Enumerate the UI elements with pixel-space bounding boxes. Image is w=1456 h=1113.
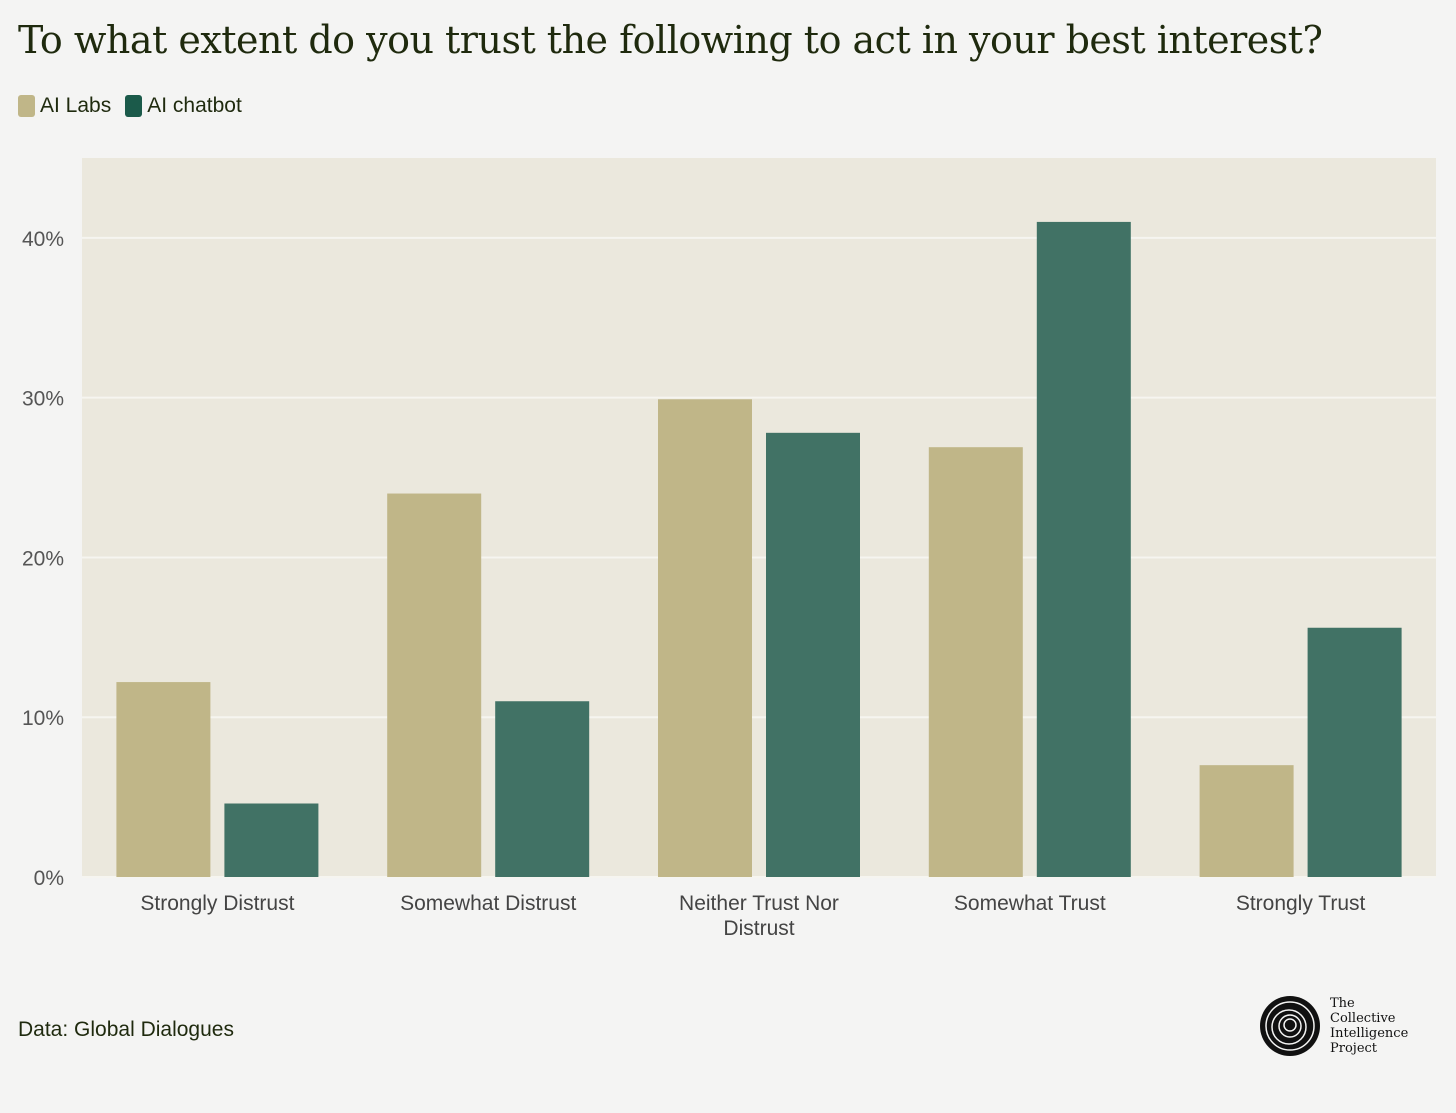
brand-name: The Collective Intelligence Project: [1330, 996, 1408, 1056]
brand-line-2: Collective: [1330, 1011, 1396, 1026]
plot-area: [82, 158, 1436, 877]
x-tick-label: Somewhat Trust: [954, 892, 1106, 915]
legend-label-ai-chatbot: AI chatbot: [147, 94, 242, 117]
bar-ai-chatbot: [766, 432, 860, 877]
brand-line-1: The: [1330, 996, 1355, 1011]
x-tick-label-line: Strongly Distrust: [140, 892, 294, 915]
x-tick-label-line: Strongly Trust: [1236, 892, 1366, 915]
y-tick-label: 20%: [22, 547, 64, 570]
brand-line-4: Project: [1330, 1041, 1378, 1056]
legend-swatch-ai-labs: [18, 95, 35, 117]
bar-ai-chatbot: [1307, 627, 1402, 877]
x-tick-label-line: Somewhat Trust: [954, 892, 1106, 915]
x-tick-label: Strongly Trust: [1236, 892, 1366, 915]
legend: AI Labs AI chatbot: [18, 94, 242, 118]
y-tick-label: 30%: [22, 388, 64, 411]
bar-ai-chatbot: [495, 701, 590, 877]
bar-ai-labs: [116, 682, 211, 877]
legend-swatch-ai-chatbot: [125, 95, 143, 117]
bar-ai-labs: [658, 399, 752, 877]
brand-line-3: Intelligence: [1330, 1026, 1409, 1041]
x-tick-label-line: Neither Trust Nor: [679, 892, 839, 915]
bar-ai-chatbot: [224, 803, 319, 877]
legend-item-ai-labs: AI Labs: [18, 94, 111, 118]
data-source-note: Data: Global Dialogues: [18, 1018, 234, 1041]
bar-ai-labs: [1199, 765, 1294, 877]
y-tick-label: 40%: [22, 228, 64, 251]
x-tick-label-line: Somewhat Distrust: [400, 892, 576, 915]
x-tick-label: Neither Trust Nor Distrust: [679, 892, 839, 940]
bar-chart: 0% 10% 20% 30% 40% Strongly Distrust Somewhat …: [22, 158, 1436, 940]
x-tick-label: Somewhat Distrust: [400, 892, 576, 915]
bar-ai-chatbot: [1036, 221, 1131, 877]
legend-item-ai-chatbot: AI chatbot: [125, 94, 242, 118]
legend-label-ai-labs: AI Labs: [40, 94, 112, 117]
x-tick-label: Strongly Distrust: [140, 892, 294, 915]
y-tick-label: 0%: [34, 867, 64, 890]
chart-title: To what extent do you trust the followin…: [18, 18, 1323, 62]
x-tick-label-line: Distrust: [723, 917, 794, 940]
y-tick-label: 10%: [22, 707, 64, 730]
bar-ai-labs: [928, 447, 1023, 877]
tree-rings-logo-icon: [1260, 996, 1320, 1056]
brand-logo: The Collective Intelligence Project: [1258, 994, 1408, 1058]
bar-ai-labs: [387, 493, 482, 877]
